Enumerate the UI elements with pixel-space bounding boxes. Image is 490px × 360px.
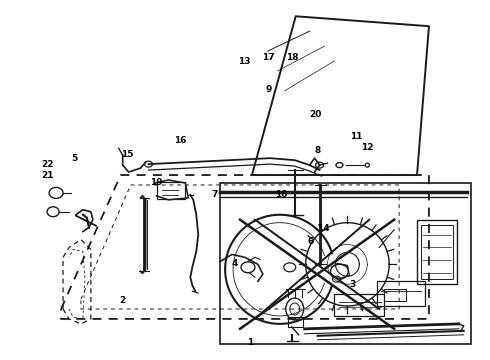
Text: 8: 8 bbox=[315, 146, 321, 155]
Text: 1: 1 bbox=[247, 338, 253, 347]
Text: 20: 20 bbox=[310, 111, 322, 120]
Bar bbox=[384, 289, 406, 301]
Text: 19: 19 bbox=[150, 178, 163, 187]
Bar bbox=[288, 317, 303, 327]
Text: 22: 22 bbox=[42, 161, 54, 170]
Text: 10: 10 bbox=[275, 190, 288, 199]
Text: 2: 2 bbox=[119, 296, 125, 305]
Text: 12: 12 bbox=[361, 143, 373, 152]
Bar bbox=[417, 220, 457, 284]
Text: 7: 7 bbox=[212, 190, 218, 199]
Text: 17: 17 bbox=[262, 53, 275, 62]
Text: 18: 18 bbox=[287, 53, 299, 62]
Text: 14: 14 bbox=[317, 224, 329, 233]
Text: 16: 16 bbox=[174, 136, 187, 145]
Text: 4: 4 bbox=[231, 259, 238, 268]
Bar bbox=[335, 294, 384, 316]
Text: 11: 11 bbox=[350, 132, 362, 141]
Bar bbox=[220, 183, 471, 344]
Bar bbox=[157, 182, 185, 199]
Bar bbox=[421, 225, 453, 279]
Text: 13: 13 bbox=[238, 57, 250, 66]
Bar bbox=[377, 281, 425, 306]
Text: 3: 3 bbox=[349, 280, 355, 289]
Text: 6: 6 bbox=[308, 237, 314, 246]
Text: 21: 21 bbox=[42, 171, 54, 180]
Text: 15: 15 bbox=[121, 150, 133, 159]
Text: 9: 9 bbox=[265, 85, 271, 94]
Text: 5: 5 bbox=[72, 154, 77, 163]
